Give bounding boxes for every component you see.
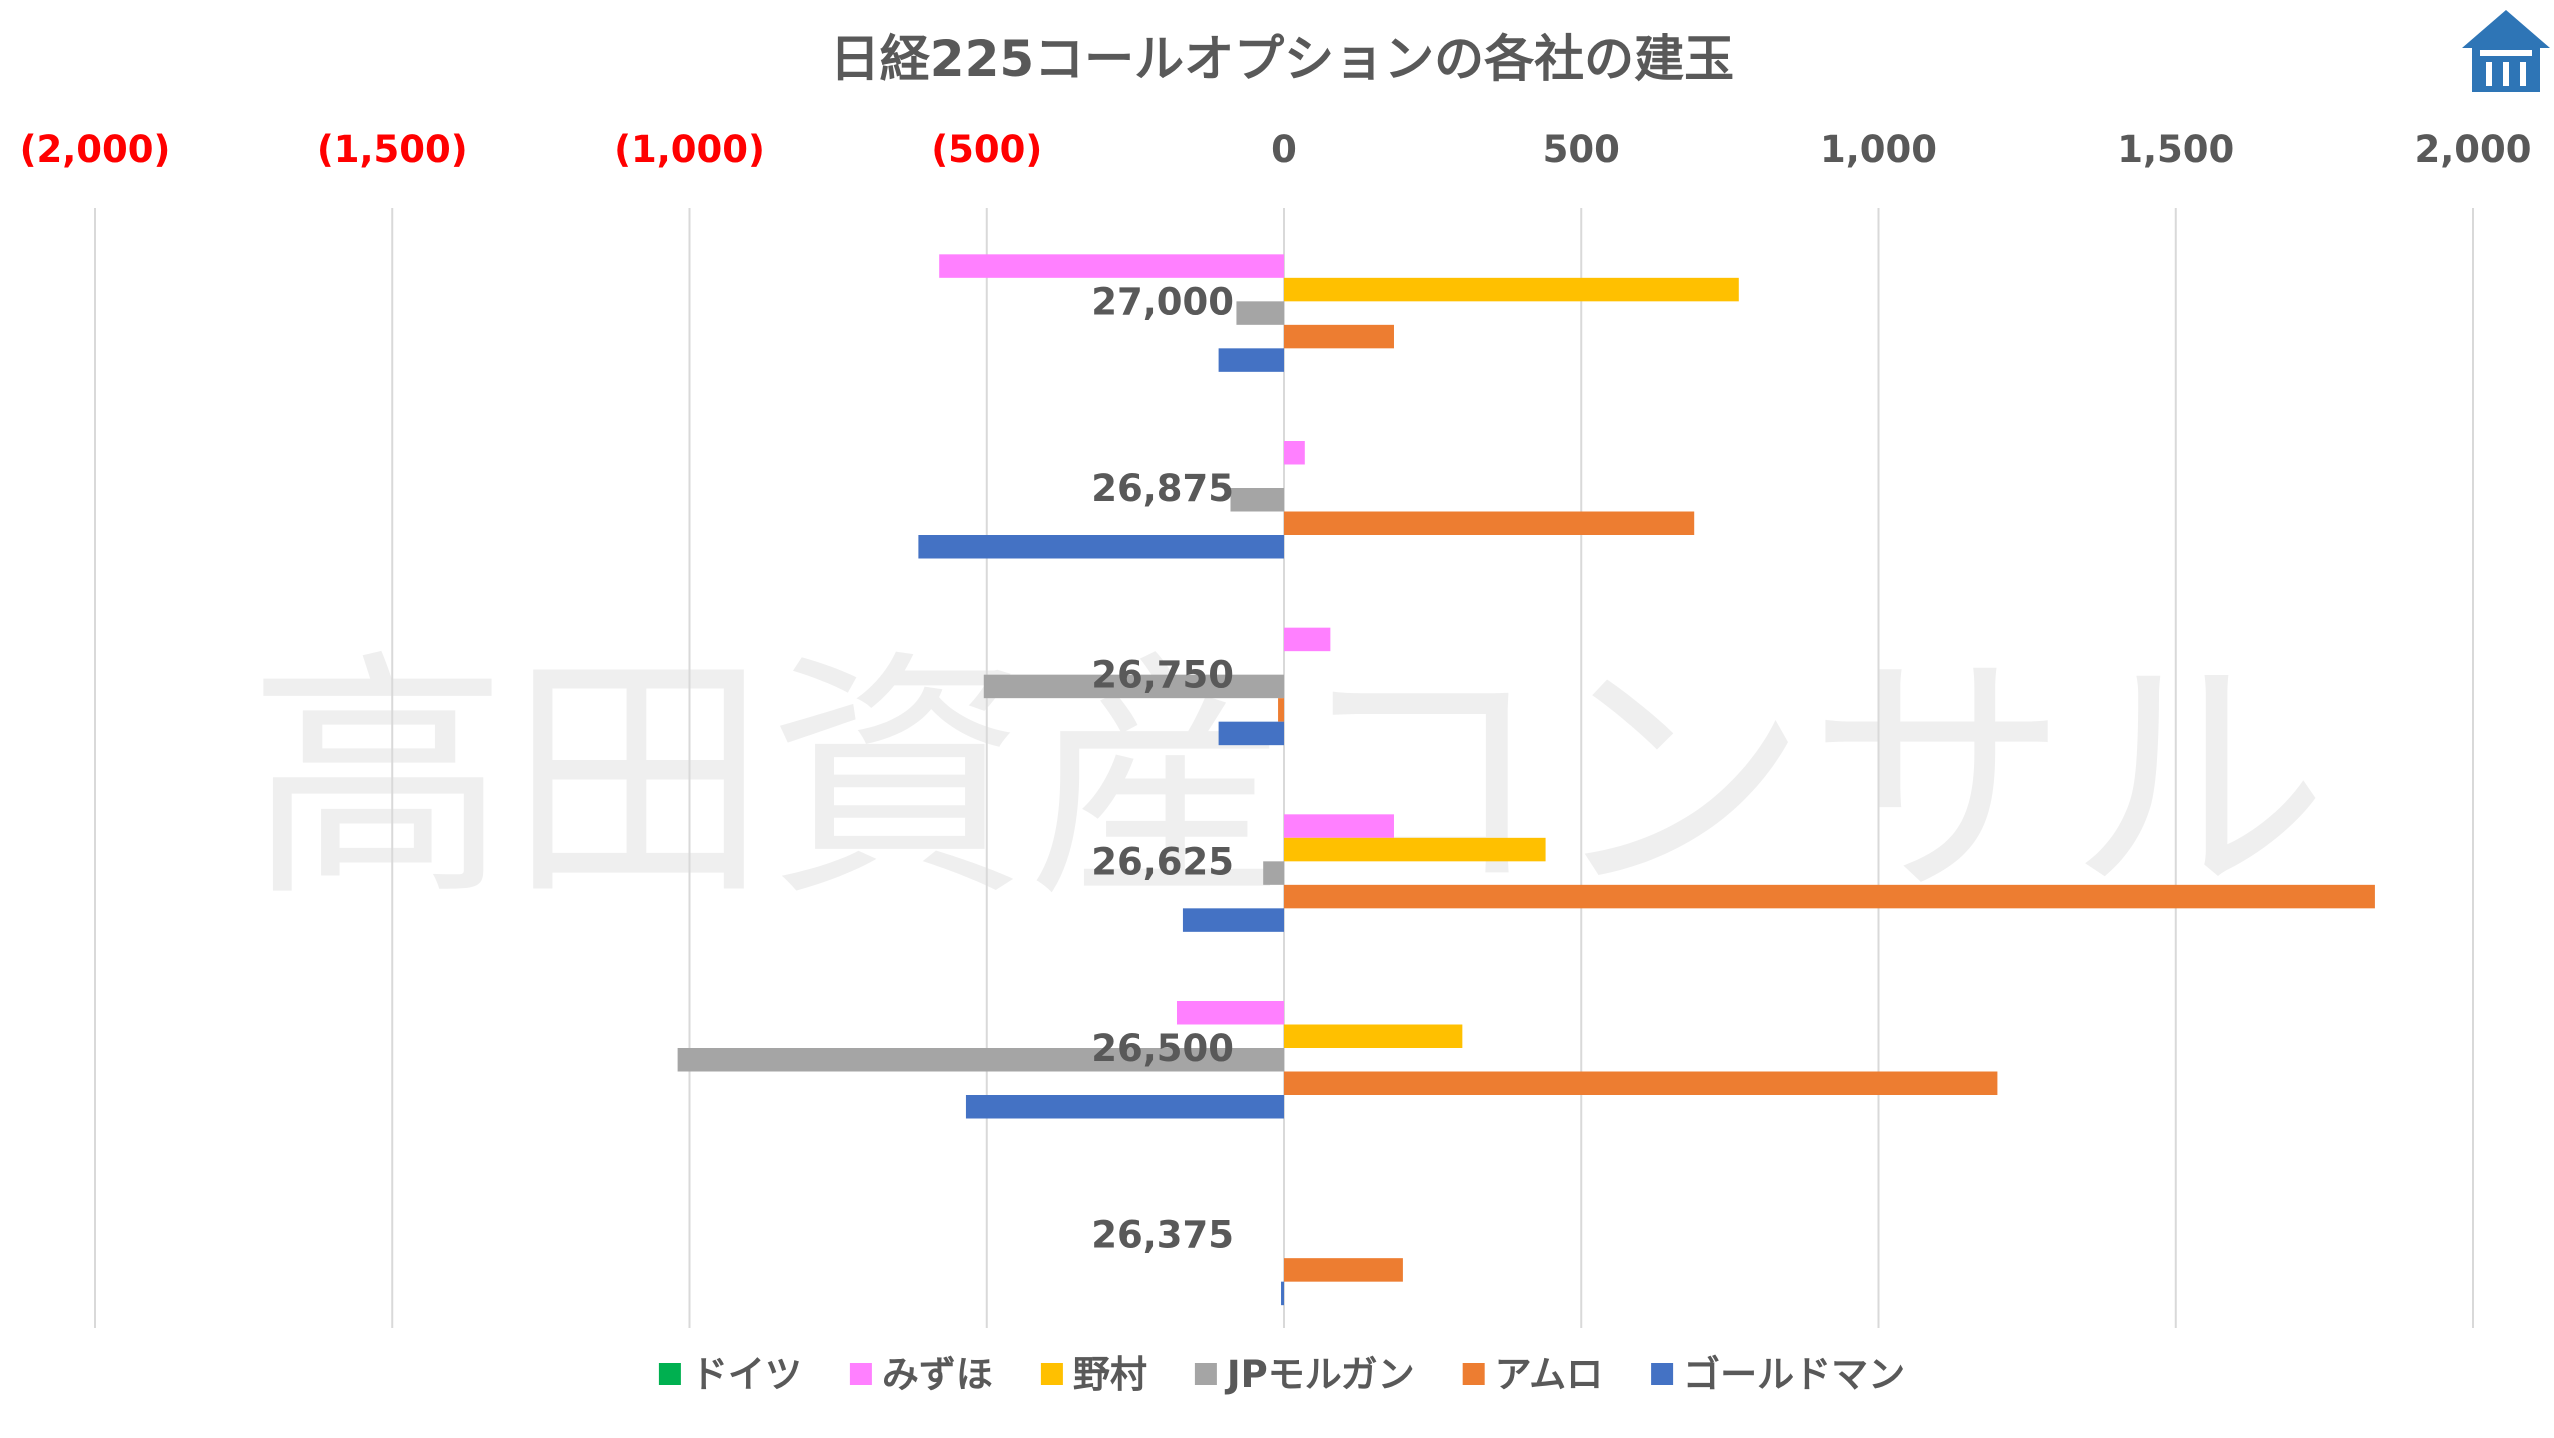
watermark-text: 高田資産コンサル	[248, 630, 2328, 932]
legend-label: 野村	[1073, 1353, 1147, 1396]
x-tick-label: (2,000)	[20, 128, 171, 171]
bar	[1218, 721, 1284, 746]
bar	[1284, 627, 1331, 652]
category-label: 26,375	[1091, 1214, 1234, 1257]
legend-label: ドイツ	[691, 1353, 802, 1396]
chart-title: 日経225コールオプションの各社の建玉	[830, 30, 1734, 88]
category-label: 26,500	[1091, 1027, 1234, 1070]
bar	[1284, 324, 1394, 349]
bar	[1284, 1024, 1463, 1048]
gridlines	[94, 208, 2474, 1328]
legend-swatch	[1651, 1363, 1674, 1385]
legend-swatch	[1462, 1363, 1485, 1385]
bar	[1236, 301, 1284, 325]
company-logo-icon	[2462, 10, 2550, 92]
legend-label: ゴールドマン	[1683, 1353, 1905, 1396]
legend-item: 野村	[1040, 1353, 1147, 1396]
legend-swatch	[658, 1363, 681, 1385]
bar	[677, 1048, 1284, 1072]
bars	[677, 254, 2375, 1306]
bar	[1263, 861, 1284, 885]
legend-swatch	[1194, 1363, 1217, 1385]
x-tick-label: 1,000	[1820, 128, 1937, 171]
bar	[1284, 837, 1546, 862]
bar	[1284, 441, 1305, 465]
bar	[1218, 348, 1284, 372]
category-labels: 27,000 26,875 26,750 26,625 26,500 26,375	[1091, 280, 1234, 1256]
bar	[1284, 511, 1695, 535]
legend-item: JPモルガン	[1194, 1353, 1415, 1396]
logo-pillar-mid	[2503, 62, 2509, 86]
bar	[1284, 277, 1739, 302]
x-tick-label: 1,500	[2117, 128, 2234, 171]
x-tick-label: 2,000	[2414, 128, 2531, 171]
legend-label: アムロ	[1495, 1353, 1603, 1396]
x-tick-label: 500	[1543, 128, 1620, 171]
legend-label: JPモルガン	[1224, 1353, 1415, 1396]
legend-label: みずほ	[882, 1353, 993, 1396]
x-tick-label: (1,000)	[614, 128, 765, 171]
bar	[1281, 1281, 1284, 1306]
category-label: 26,875	[1091, 467, 1234, 510]
legend-item: ゴールドマン	[1651, 1353, 1905, 1396]
x-tick-label: 0	[1271, 128, 1297, 171]
logo-bar	[2480, 50, 2532, 56]
bar	[1176, 1001, 1284, 1025]
logo-pillar-left	[2486, 62, 2492, 86]
category-label: 26,625	[1091, 840, 1234, 883]
legend-item: ドイツ	[658, 1353, 802, 1396]
bar	[939, 254, 1284, 278]
x-tick-label: (500)	[931, 128, 1042, 171]
legend: ドイツ みずほ 野村 JPモルガン アムロ ゴールドマン	[658, 1353, 1905, 1396]
bar	[1182, 908, 1284, 932]
bar	[1278, 698, 1284, 722]
logo-pillar-right	[2520, 62, 2526, 86]
legend-item: みずほ	[849, 1353, 993, 1396]
category-label: 27,000	[1091, 280, 1234, 323]
legend-item: アムロ	[1462, 1353, 1603, 1396]
bar	[1230, 488, 1284, 512]
legend-swatch	[1040, 1363, 1063, 1385]
x-tick-label: (1,500)	[317, 128, 468, 171]
bar	[1284, 814, 1394, 838]
bar	[1284, 1071, 1998, 1095]
bar	[1284, 884, 2375, 909]
bar	[918, 535, 1284, 559]
bar	[965, 1095, 1284, 1119]
bar	[983, 674, 1284, 699]
x-axis-tick-labels: (2,000) (1,500) (1,000) (500) 0 500 1,000 1,500…	[20, 128, 2532, 171]
legend-swatch	[849, 1363, 872, 1385]
bar	[1284, 1258, 1403, 1282]
category-label: 26,750	[1091, 654, 1234, 697]
